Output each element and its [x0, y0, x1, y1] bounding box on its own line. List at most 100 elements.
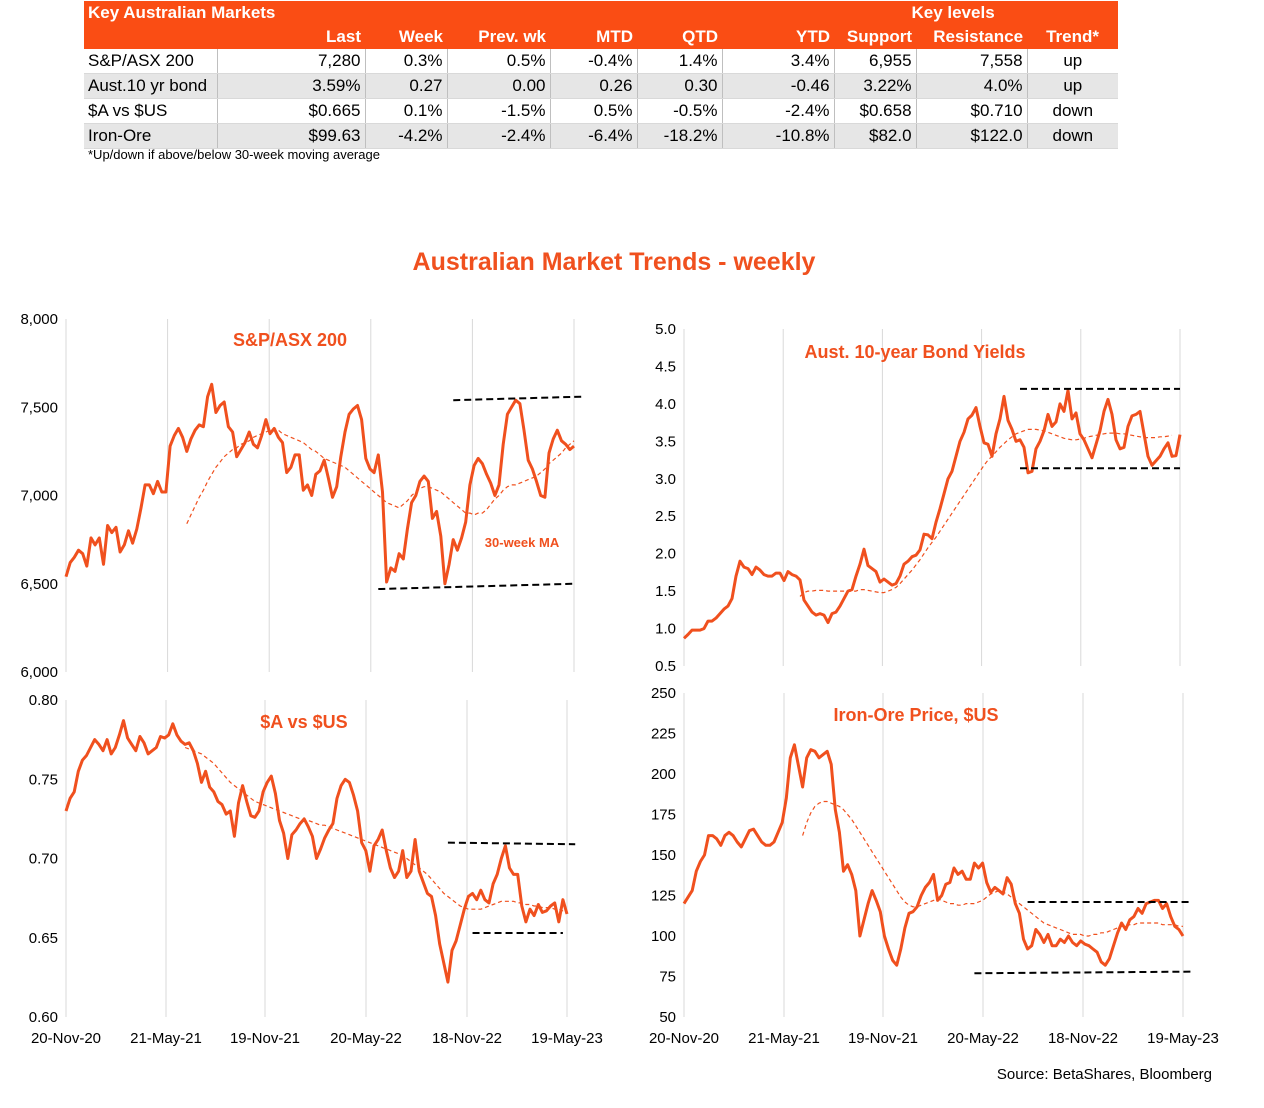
- x-tick-label: 20-May-22: [947, 1030, 1019, 1047]
- price-line: [64, 719, 569, 984]
- key-levels-label: Key levels: [834, 1, 1119, 25]
- y-tick-label: 200: [651, 766, 676, 783]
- price-line: [64, 382, 575, 586]
- y-tick-label: 0.70: [29, 851, 58, 868]
- y-tick-label: 3.0: [655, 471, 676, 488]
- chart-title: Iron-Ore Price, $US: [833, 705, 998, 725]
- y-tick-label: 225: [651, 726, 676, 743]
- ma-annotation: 30-week MA: [485, 535, 560, 550]
- x-tick-label: 21-May-21: [748, 1030, 820, 1047]
- table-cell: 0.00: [446, 73, 550, 99]
- table-footnote: *Up/down if above/below 30-week moving a…: [88, 147, 380, 162]
- x-tick-label: 19-Nov-21: [230, 1030, 300, 1047]
- y-tick-label: 6,500: [20, 576, 58, 593]
- table-cell: $0.710: [915, 98, 1028, 124]
- table-cell: 3.59%: [216, 73, 365, 99]
- x-tick-label: 19-Nov-21: [848, 1030, 918, 1047]
- row-name: Aust.10 yr bond: [84, 73, 217, 99]
- table-cell: 0.27: [364, 73, 447, 99]
- y-tick-label: 75: [659, 969, 676, 986]
- price-line: [682, 388, 1182, 640]
- table-cell: -1.5%: [446, 98, 550, 124]
- table-row: $A vs $US $0.665 0.1% -1.5% 0.5% -0.5% -…: [84, 98, 1119, 124]
- table-row: S&P/ASX 200 7,280 0.3% 0.5% -0.4% 1.4% 3…: [84, 49, 1119, 74]
- table-cell: 3.4%: [721, 49, 835, 74]
- y-tick-label: 2.5: [655, 508, 676, 525]
- chart-title: S&P/ASX 200: [233, 330, 347, 350]
- table-header-row-1: Key Australian Markets Key levels: [84, 1, 1119, 25]
- y-tick-label: 5.0: [655, 321, 676, 338]
- y-tick-label: 150: [651, 847, 676, 864]
- y-tick-label: 4.5: [655, 358, 676, 375]
- col-header: Support: [834, 25, 917, 49]
- y-tick-label: 2.0: [655, 546, 676, 563]
- y-tick-label: 125: [651, 888, 676, 905]
- table-cell: -4.2%: [364, 123, 447, 149]
- table-cell: 0.30: [636, 73, 722, 99]
- table-cell: -0.4%: [549, 49, 637, 74]
- row-name: Iron-Ore: [84, 123, 217, 149]
- table-cell: 7,558: [915, 49, 1028, 74]
- col-header: Resistance: [916, 25, 1028, 49]
- x-tick-label: 19-May-23: [531, 1030, 603, 1047]
- y-tick-label: 0.65: [29, 930, 58, 947]
- key-level-line: [378, 582, 575, 591]
- table-row: Aust.10 yr bond 3.59% 0.27 0.00 0.26 0.3…: [84, 73, 1119, 99]
- col-header: Trend*: [1027, 25, 1119, 49]
- y-tick-label: 250: [651, 685, 676, 702]
- col-header: MTD: [550, 25, 637, 49]
- table-cell: -2.4%: [721, 98, 835, 124]
- table-cell: up: [1026, 49, 1119, 74]
- table-cell: up: [1026, 73, 1119, 99]
- table-cell: $99.63: [216, 123, 365, 149]
- y-tick-label: 1.5: [655, 583, 676, 600]
- main-title: Australian Market Trends - weekly: [412, 248, 816, 276]
- table-cell: -0.46: [721, 73, 835, 99]
- table-title: Key Australian Markets: [84, 1, 835, 25]
- y-tick-label: 100: [651, 928, 676, 945]
- y-tick-label: 0.75: [29, 771, 58, 788]
- table-cell: -0.5%: [636, 98, 722, 124]
- table-cell: 7,280: [216, 49, 365, 74]
- y-tick-label: 0.5: [655, 658, 676, 675]
- y-tick-label: 0.80: [29, 692, 58, 709]
- table-cell: 0.1%: [364, 98, 447, 124]
- table-cell: down: [1026, 123, 1119, 149]
- table-cell: 0.5%: [549, 98, 637, 124]
- table-cell: 4.0%: [915, 73, 1028, 99]
- moving-average-line: [184, 746, 567, 912]
- key-markets-table: Key Australian Markets Key levels Last W…: [84, 1, 1119, 149]
- table-cell: 0.3%: [364, 49, 447, 74]
- source-note: Source: BetaShares, Bloomberg: [996, 1066, 1212, 1083]
- table-header-empty: [84, 25, 217, 49]
- col-header: Last: [217, 25, 365, 49]
- moving-average-line: [186, 427, 575, 524]
- x-tick-label: 20-Nov-20: [31, 1030, 101, 1047]
- table-cell: 1.4%: [636, 49, 722, 74]
- col-header: YTD: [722, 25, 835, 49]
- y-tick-label: 50: [659, 1009, 676, 1026]
- chart-title: Aust. 10-year Bond Yields: [804, 342, 1025, 362]
- table-cell: 6,955: [833, 49, 917, 74]
- y-tick-label: 8,000: [20, 311, 58, 328]
- table-header-row-2: Last Week Prev. wk MTD QTD YTD Support R…: [84, 25, 1119, 49]
- key-level-line: [974, 970, 1192, 975]
- y-tick-label: 4.0: [655, 396, 676, 413]
- table-cell: -18.2%: [636, 123, 722, 149]
- y-tick-label: 7,000: [20, 488, 58, 505]
- y-tick-label: 0.60: [29, 1009, 58, 1026]
- moving-average-line: [802, 800, 1183, 937]
- row-name: $A vs $US: [84, 98, 217, 124]
- chart-title: $A vs $US: [260, 712, 347, 732]
- table-cell: 0.26: [549, 73, 637, 99]
- table-cell: -10.8%: [721, 123, 835, 149]
- table-cell: down: [1026, 98, 1119, 124]
- x-tick-label: 20-Nov-20: [649, 1030, 719, 1047]
- y-tick-label: 3.5: [655, 433, 676, 450]
- table-cell: $0.665: [216, 98, 365, 124]
- table-cell: $82.0: [833, 123, 917, 149]
- col-header: Week: [365, 25, 447, 49]
- price-line: [682, 743, 1185, 967]
- y-tick-label: 7,500: [20, 399, 58, 416]
